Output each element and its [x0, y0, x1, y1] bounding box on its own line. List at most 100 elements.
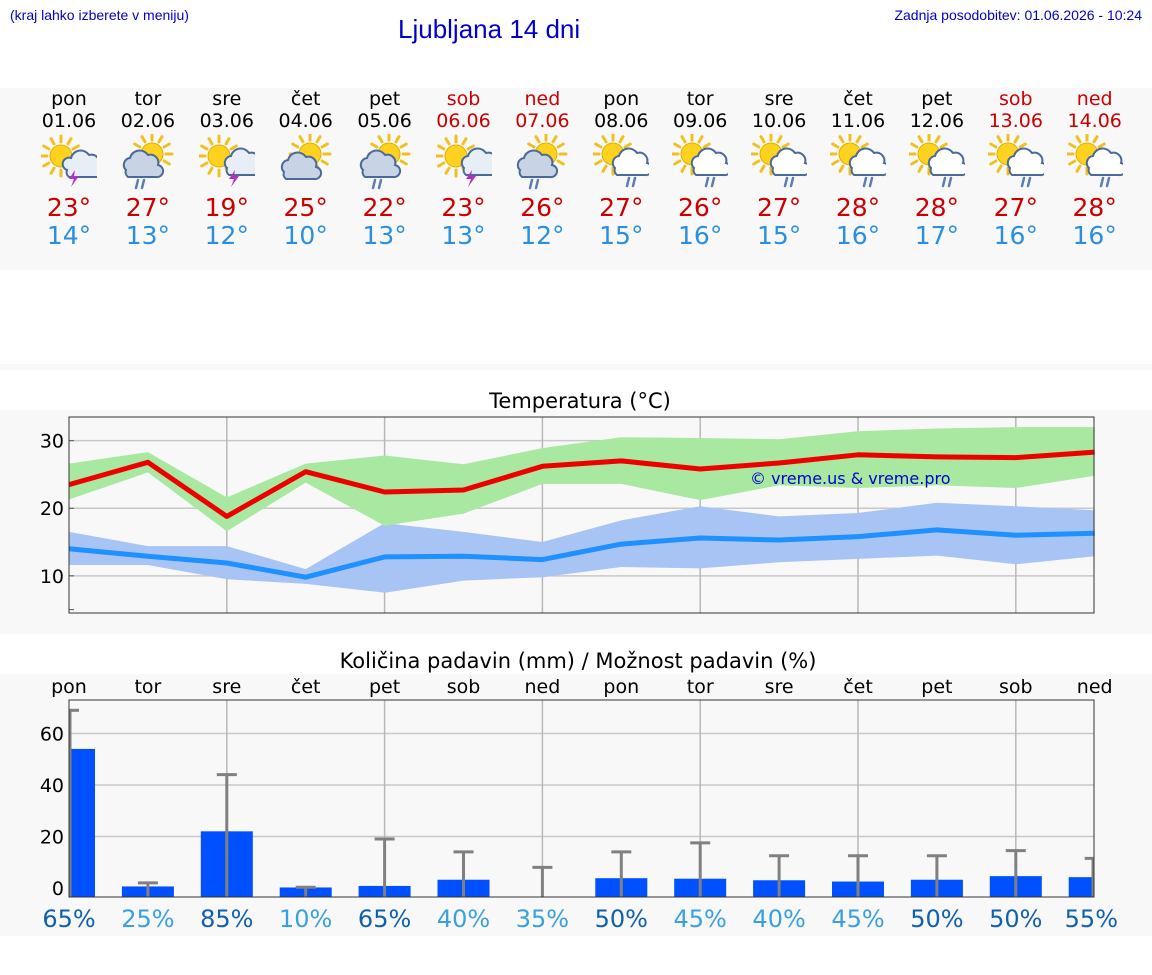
- precipitation-probability: 25%: [121, 905, 174, 933]
- day-column: tor 02.06 27° 13°: [108, 88, 188, 250]
- max-temperature: 27°: [993, 193, 1038, 222]
- precipitation-probability: 45%: [831, 905, 884, 933]
- day-column: sob 06.06 23° 13°: [424, 88, 504, 250]
- precipitation-day-label: tor: [134, 676, 161, 698]
- day-column: pon 01.06 23° 14°: [29, 88, 109, 250]
- min-temperature: 13°: [362, 221, 407, 250]
- day-date: 13.06: [988, 110, 1043, 132]
- precipitation-day-label: tor: [687, 676, 714, 698]
- max-temperature: 23°: [46, 193, 92, 222]
- sun-white-cloud-rain-icon: [818, 134, 898, 192]
- precipitation-day-label: sre: [765, 676, 794, 698]
- location-hint: (kraj lahko izberete v meniju): [10, 7, 189, 23]
- day-date: 07.06: [515, 110, 570, 132]
- precipitation-day-label: pon: [603, 676, 639, 698]
- min-temperature: 10°: [283, 221, 328, 250]
- min-temperature: 16°: [678, 221, 723, 250]
- separator-band: [0, 364, 1152, 370]
- max-temperature: 28°: [835, 193, 881, 222]
- precipitation-probability: 10%: [279, 905, 332, 933]
- precipitation-bar: [1068, 877, 1094, 897]
- precipitation-day-label: pet: [921, 676, 952, 698]
- day-date: 11.06: [830, 110, 886, 132]
- min-temperature: 15°: [599, 221, 644, 250]
- forecast-strip-background: [0, 88, 1152, 270]
- day-date: 09.06: [672, 110, 728, 132]
- min-temperature: 14°: [46, 221, 92, 250]
- day-date: 10.06: [751, 110, 807, 132]
- sun-white-cloud-rain-icon: [897, 134, 977, 192]
- max-temperature: 19°: [204, 193, 249, 222]
- day-name: tor: [686, 88, 714, 110]
- min-temperature: 17°: [914, 221, 960, 250]
- min-temperature: 16°: [835, 221, 881, 250]
- day-name: sob: [446, 88, 481, 110]
- temperature-plot-frame: [68, 416, 1095, 614]
- precipitation-day-label: pet: [369, 676, 400, 698]
- precipitation-day-label: čet: [843, 676, 873, 698]
- max-temperature-range-band: [69, 427, 1095, 532]
- day-date: 12.06: [909, 110, 965, 132]
- day-column: tor 09.06 26° 16°: [660, 88, 740, 250]
- day-date: 03.06: [199, 110, 254, 132]
- sun-cloud-rain-icon: [502, 134, 582, 192]
- precipitation-tick-label: 20: [40, 826, 64, 848]
- day-name: sre: [764, 88, 794, 110]
- day-column: ned 14.06 28° 16°: [1055, 88, 1135, 250]
- day-date: 01.06: [41, 110, 97, 132]
- precipitation-day-label: sre: [212, 676, 241, 698]
- sun-white-cloud-rain-icon: [739, 134, 819, 192]
- day-date: 08.06: [594, 110, 649, 132]
- precipitation-probability: 55%: [1065, 905, 1118, 933]
- day-column: pon 08.06 27° 15°: [581, 88, 661, 250]
- min-temperature: 13°: [441, 221, 486, 250]
- min-temperature: 13°: [125, 221, 171, 250]
- day-column: sre 03.06 19° 12°: [187, 88, 267, 250]
- day-name: pon: [51, 88, 87, 110]
- precipitation-day-label: čet: [291, 676, 321, 698]
- temperature-chart: 10 20 30 © vreme.us & vreme.pro: [40, 416, 1095, 614]
- day-date: 05.06: [357, 110, 412, 132]
- day-date: 06.06: [436, 110, 491, 132]
- temperature-tick-label: 10: [40, 566, 64, 588]
- day-column: pet 05.06 22° 13°: [345, 88, 425, 250]
- day-name: ned: [1076, 88, 1113, 110]
- day-name: pon: [603, 88, 640, 110]
- day-column: ned 07.06 26° 12°: [502, 88, 582, 250]
- precipitation-probability: 40%: [437, 905, 490, 933]
- precipitation-probability: 50%: [910, 905, 963, 933]
- watermark: © vreme.us & vreme.pro: [750, 469, 951, 488]
- precipitation-day-label: sob: [447, 676, 481, 698]
- sun-thunder-icon: [424, 134, 504, 192]
- day-date: 02.06: [120, 110, 176, 132]
- precipitation-chart: 0 20 40 60 pon tor sre čet pet sob ned pon tor sre čet…: [40, 676, 1118, 933]
- max-temperature: 28°: [1072, 193, 1117, 222]
- precipitation-tick-label: 0: [52, 878, 64, 900]
- precipitation-probability: 50%: [989, 905, 1042, 933]
- day-name: čet: [290, 88, 321, 110]
- temperature-tick-label: 30: [40, 431, 64, 453]
- max-temperature: 26°: [520, 193, 565, 222]
- sun-cloud-rain-icon: [108, 134, 188, 192]
- day-name: čet: [843, 88, 873, 110]
- day-column: čet 11.06 28° 16°: [818, 88, 898, 250]
- sun-white-cloud-rain-icon: [660, 134, 740, 192]
- sun-cloud-rain-icon: [345, 134, 425, 192]
- precipitation-bar: [69, 748, 95, 897]
- precipitation-plot-frame: [68, 699, 1095, 898]
- day-date: 14.06: [1067, 110, 1122, 132]
- precipitation-probability: 40%: [752, 905, 805, 933]
- precipitation-tick-label: 40: [40, 775, 64, 797]
- max-temperature: 25°: [283, 193, 328, 222]
- precipitation-probability: 65%: [42, 905, 95, 933]
- temperature-chart-title: Temperatura (°C): [488, 389, 671, 413]
- min-temperature: 16°: [1072, 221, 1117, 250]
- precipitation-day-label: ned: [1077, 676, 1113, 698]
- precipitation-probability: 35%: [516, 905, 569, 933]
- day-column: pet 12.06 28° 17°: [897, 88, 977, 250]
- day-column: sob 13.06 27° 16°: [976, 88, 1056, 250]
- day-column: čet 04.06 25° 10°: [266, 88, 346, 250]
- sun-cloud-thunder-icon: [29, 134, 109, 192]
- day-name: pet: [368, 88, 401, 110]
